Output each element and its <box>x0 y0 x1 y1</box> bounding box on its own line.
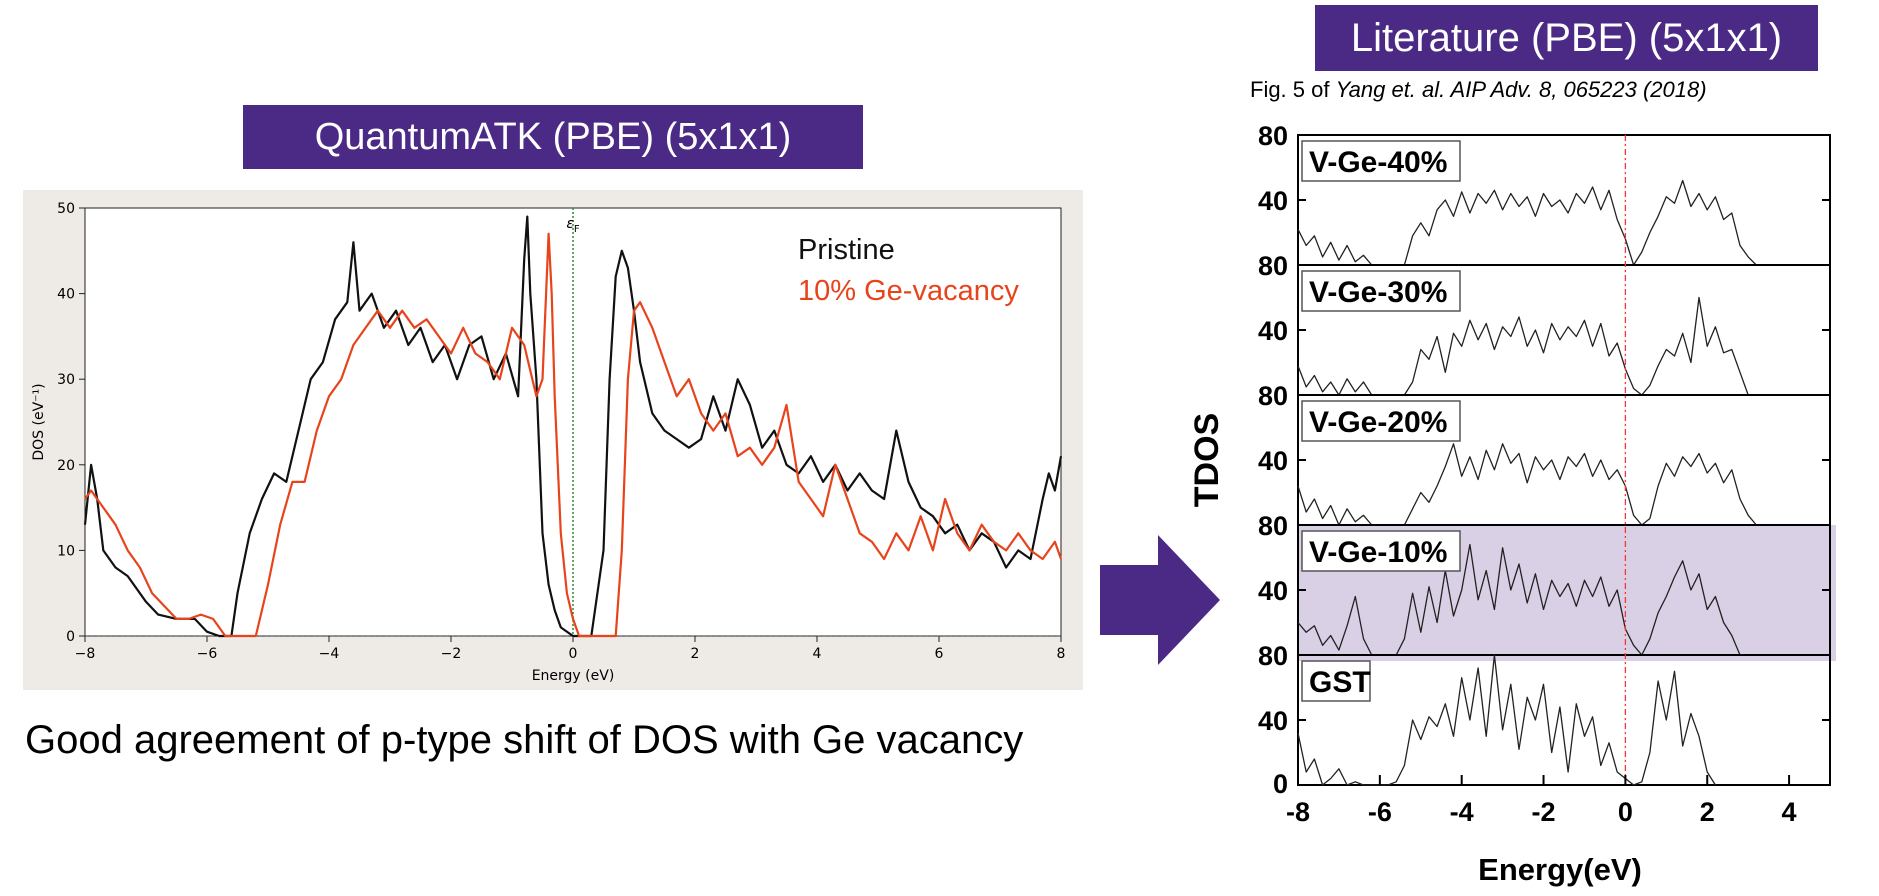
y-tick-label: 0 <box>66 629 75 645</box>
panel-label: V-Ge-20% <box>1309 406 1447 439</box>
panel-label: V-Ge-30% <box>1309 276 1447 309</box>
arrow-shape <box>1100 535 1220 665</box>
y-tick-label: 40 <box>1258 446 1288 476</box>
x-tick-label: -8 <box>1286 797 1310 827</box>
plot-frame <box>1297 134 1831 786</box>
literature-banner: Literature (PBE) (5x1x1) <box>1315 5 1818 71</box>
x-tick-label: 4 <box>813 646 822 662</box>
panel-label: GST <box>1309 666 1371 699</box>
vacancy-dos-line <box>84 232 1063 638</box>
panel-label-box <box>1301 530 1461 572</box>
y-tick-label: 80 <box>1258 641 1288 671</box>
panel-dos-line <box>1297 443 1757 526</box>
x-tick-label: 2 <box>691 646 700 662</box>
panel-label: V-Ge-10% <box>1309 536 1447 569</box>
x-tick-label: 4 <box>1782 797 1797 827</box>
y-tick-label: 80 <box>1258 251 1288 281</box>
panel-label: V-Ge-40% <box>1309 146 1447 179</box>
x-tick-label: −8 <box>75 646 96 662</box>
panel-dos-line <box>1297 179 1757 266</box>
y-tick-label: 20 <box>57 458 75 474</box>
y-axis-label: TDOS <box>1188 413 1226 507</box>
x-tick-label: -2 <box>1532 797 1556 827</box>
quantumatk-dos-chart: −8 −6 −4 −2 0 2 4 6 8 0 10 20 30 40 50 Energy (eV) DOS (… <box>31 201 1066 684</box>
x-tick-label: −6 <box>197 646 218 662</box>
caption: Good agreement of p-type shift of DOS wi… <box>25 718 1024 762</box>
x-tick-label: 0 <box>1618 797 1633 827</box>
panel-dos-line <box>1297 296 1749 396</box>
legend-entry: Pristine <box>798 234 895 266</box>
right-arrow-icon <box>1100 535 1220 665</box>
panel-dos-line <box>1297 654 1716 786</box>
x-axis-label: Energy(eV) <box>1478 852 1642 887</box>
x-tick-label: −4 <box>319 646 340 662</box>
y-tick-label: 40 <box>1258 316 1288 346</box>
y-tick-label: 80 <box>1258 121 1288 151</box>
citation-reference: Yang et. al. AIP Adv. 8, 065223 (2018) <box>1335 77 1707 102</box>
pristine-dos-line <box>83 215 1063 638</box>
x-tick-label: 2 <box>1700 797 1715 827</box>
panel-label-box <box>1301 660 1371 702</box>
citation: Fig. 5 of Yang et. al. AIP Adv. 8, 06522… <box>1250 77 1879 103</box>
panel-dos-line <box>1297 543 1741 656</box>
x-tick-label: −2 <box>441 646 462 662</box>
panel-label-box <box>1301 270 1461 312</box>
citation-prefix: Fig. 5 of <box>1250 77 1336 102</box>
y-tick-label: 40 <box>1258 186 1288 216</box>
quantumatk-plot-panel: −8 −6 −4 −2 0 2 4 6 8 0 10 20 30 40 50 Energy (eV) DOS (… <box>23 190 1083 690</box>
x-axis-label: Energy (eV) <box>532 668 615 684</box>
y-axis-label: DOS (eV⁻¹) <box>31 383 47 460</box>
panel-label-box <box>1301 400 1461 442</box>
y-tick-label: 80 <box>1258 511 1288 541</box>
y-tick-label: 40 <box>1258 576 1288 606</box>
x-tick-label: 0 <box>569 646 578 662</box>
legend-entry: 10% Ge-vacancy <box>798 275 1019 307</box>
panel-label-box <box>1301 140 1461 182</box>
y-tick-label: 40 <box>57 287 75 303</box>
y-tick-label: 80 <box>1258 381 1288 411</box>
y-tick-label: 50 <box>57 201 75 217</box>
x-tick-label: -4 <box>1450 797 1474 827</box>
x-tick-label: -6 <box>1368 797 1392 827</box>
y-tick-label: 0 <box>1273 769 1288 799</box>
quantumatk-banner: QuantumATK (PBE) (5x1x1) <box>243 105 863 169</box>
y-tick-label: 40 <box>1258 706 1288 736</box>
x-tick-label: 8 <box>1057 646 1066 662</box>
y-tick-label: 30 <box>57 372 75 388</box>
y-tick-label: 10 <box>57 543 75 559</box>
x-tick-label: 6 <box>935 646 944 662</box>
